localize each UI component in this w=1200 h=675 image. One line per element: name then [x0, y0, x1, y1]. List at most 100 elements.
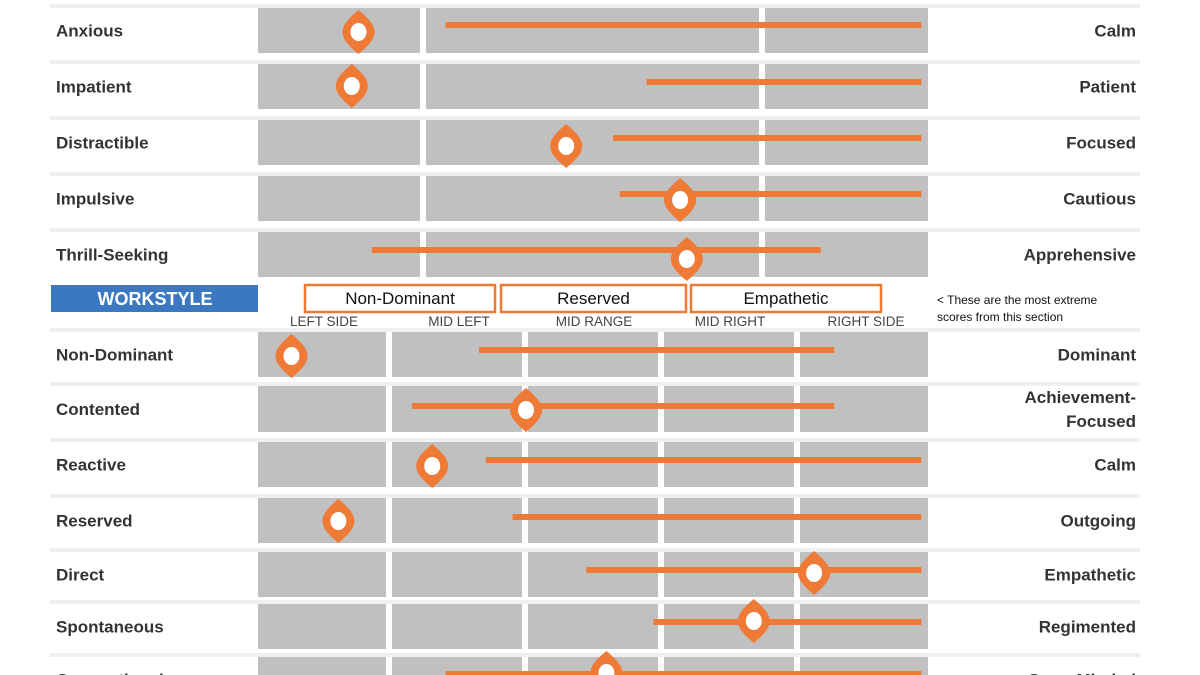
pin-center	[672, 191, 689, 209]
zone-divider	[420, 232, 426, 277]
range-bar	[512, 514, 922, 520]
zone-divider	[386, 332, 392, 377]
pin-center	[283, 347, 300, 365]
range-bar	[586, 567, 922, 573]
zone-divider	[522, 498, 528, 543]
trait-left-label: Non-Dominant	[56, 346, 173, 365]
score-marker	[322, 499, 355, 543]
row-separator	[50, 438, 1140, 442]
zone-divider	[420, 8, 426, 53]
trait-right-label: Outgoing	[1060, 512, 1136, 531]
range-bar	[479, 347, 835, 353]
extremes-note: scores from this section	[937, 310, 1063, 324]
zone-divider	[420, 176, 426, 221]
extremes-note: < These are the most extreme	[937, 293, 1098, 307]
score-marker	[550, 124, 583, 168]
score-track	[258, 120, 928, 165]
row-separator	[50, 548, 1140, 552]
row-separator	[50, 172, 1140, 176]
zone-divider	[522, 657, 528, 675]
zone-divider	[658, 657, 664, 675]
trait-left-label: Thrill-Seeking	[56, 246, 168, 265]
trait-left-label: Contented	[56, 400, 140, 419]
range-bar	[445, 671, 922, 675]
row-separator	[50, 382, 1140, 386]
zone-label: MID RIGHT	[695, 314, 766, 329]
trait-left-label: Direct	[56, 566, 105, 585]
zone-label: RIGHT SIDE	[827, 314, 904, 329]
zone-divider	[759, 8, 765, 53]
score-track	[258, 498, 928, 543]
trait-right-label: Empathetic	[1044, 566, 1136, 585]
zone-divider	[386, 657, 392, 675]
trait-left-label: Anxious	[56, 22, 123, 41]
score-track	[258, 442, 928, 487]
row-separator	[50, 328, 1140, 332]
zone-divider	[658, 442, 664, 487]
zone-divider	[759, 64, 765, 109]
pin-center	[806, 564, 823, 582]
zone-divider	[794, 604, 800, 649]
trait-left-label: Conventional	[56, 671, 164, 675]
zone-divider	[759, 176, 765, 221]
section-header-band	[51, 285, 258, 312]
score-marker	[275, 334, 308, 378]
score-track	[258, 64, 928, 109]
pin-center	[350, 23, 367, 41]
extreme-score-box	[303, 283, 497, 314]
zone-divider	[658, 604, 664, 649]
trait-right-label: Calm	[1094, 456, 1136, 475]
trait-left-label: Spontaneous	[56, 618, 164, 637]
row-separator	[50, 600, 1140, 604]
zone-divider	[759, 232, 765, 277]
score-marker	[664, 178, 697, 222]
zone-divider	[658, 552, 664, 597]
score-track	[258, 604, 928, 649]
zone-divider	[386, 604, 392, 649]
zone-divider	[522, 552, 528, 597]
range-bar	[485, 457, 922, 463]
trait-left-label: Impatient	[56, 78, 132, 97]
range-bar	[613, 135, 922, 141]
row-separator	[50, 4, 1140, 8]
zone-divider	[420, 120, 426, 165]
trait-right-label: Achievement-	[1025, 388, 1136, 407]
zone-divider	[658, 498, 664, 543]
trait-right-label: Patient	[1079, 78, 1136, 97]
pin-center	[745, 612, 762, 630]
range-bar	[653, 619, 922, 625]
zone-divider	[658, 332, 664, 377]
pin-center	[558, 137, 575, 155]
zone-divider	[420, 64, 426, 109]
extreme-score-label: Reserved	[557, 289, 630, 308]
score-marker	[798, 551, 831, 595]
row-separator	[50, 116, 1140, 120]
zone-divider	[386, 386, 392, 432]
zone-divider	[386, 552, 392, 597]
zone-divider	[522, 604, 528, 649]
row-separator	[50, 60, 1140, 64]
range-bar	[445, 22, 922, 28]
trait-left-label: Reserved	[56, 512, 133, 531]
extreme-score-box	[499, 283, 688, 314]
zone-divider	[522, 442, 528, 487]
score-track	[258, 232, 928, 277]
trait-left-label: Distractible	[56, 134, 149, 153]
trait-left-label: Reactive	[56, 456, 126, 475]
zone-label: MID RANGE	[556, 314, 633, 329]
score-marker	[342, 10, 375, 54]
trait-right-label: Cautious	[1063, 190, 1136, 209]
zone-label: LEFT SIDE	[290, 314, 358, 329]
pin-center	[330, 512, 347, 530]
zone-divider	[386, 498, 392, 543]
range-bar	[371, 247, 821, 253]
trait-right-label: Focused	[1066, 134, 1136, 153]
score-marker	[335, 64, 368, 108]
zone-divider	[759, 120, 765, 165]
trait-right-label: Apprehensive	[1024, 246, 1136, 265]
pin-center	[343, 77, 360, 95]
zone-divider	[386, 442, 392, 487]
zone-divider	[794, 332, 800, 377]
row-separator	[50, 653, 1140, 657]
